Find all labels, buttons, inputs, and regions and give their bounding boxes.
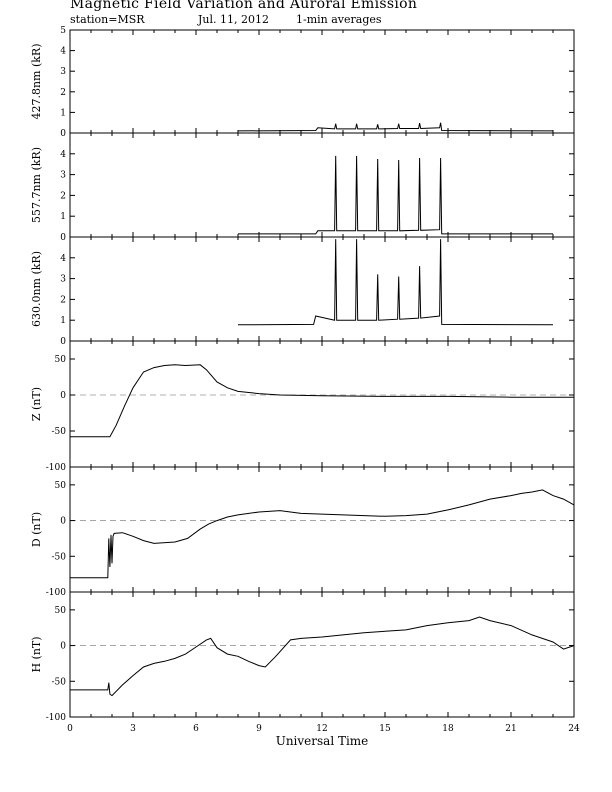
x-tick-label: 6 — [193, 724, 199, 734]
x-tick-label: 12 — [316, 724, 327, 734]
y-axis-label-1: 427.8nm (kR) — [30, 43, 43, 119]
x-tick-label: 21 — [505, 724, 516, 734]
y-axis-label-4: Z (nT) — [30, 387, 43, 421]
y-tick-label-1: 5 — [60, 26, 66, 36]
date-label: Jul. 11, 2012 — [198, 13, 269, 26]
y-tick-label-3: 0 — [60, 337, 66, 347]
series-line-3 — [237, 239, 554, 326]
y-tick-label-2: 1 — [60, 212, 66, 222]
y-tick-label-3: 3 — [60, 275, 66, 285]
x-tick-label: 3 — [130, 724, 136, 734]
y-tick-label-3: 1 — [60, 316, 66, 326]
y-tick-label-1: 3 — [60, 67, 66, 77]
y-tick-label-6: -50 — [52, 677, 67, 687]
x-tick-label: 18 — [442, 724, 454, 734]
y-tick-label-2: 2 — [60, 191, 66, 201]
panel-frame-5 — [69, 466, 575, 593]
x-tick-label: 15 — [379, 724, 391, 734]
y-tick-label-3: 4 — [60, 254, 66, 264]
y-tick-label-1: 0 — [60, 129, 66, 139]
x-axis-label: Universal Time — [276, 734, 369, 748]
y-tick-label-2: 3 — [60, 171, 66, 181]
y-tick-label-1: 4 — [60, 47, 66, 57]
y-tick-label-1: 1 — [60, 108, 66, 118]
panel-frame-6 — [69, 591, 575, 718]
y-tick-label-4: 50 — [55, 355, 67, 365]
y-tick-label-1: 2 — [60, 88, 66, 98]
x-tick-label: 9 — [256, 724, 262, 734]
y-tick-label-6: -100 — [46, 713, 66, 723]
y-tick-label-6: 50 — [55, 606, 67, 616]
chart-title: Magnetic Field Variation and Auroral Emi… — [70, 0, 418, 12]
series-line-5 — [70, 489, 575, 579]
station-label: station=MSR — [70, 13, 145, 26]
y-tick-label-6: 0 — [60, 642, 66, 652]
averaging-label: 1-min averages — [296, 13, 382, 26]
y-tick-label-3: 2 — [60, 295, 66, 305]
panel-frame-3 — [69, 236, 575, 342]
y-tick-label-5: 50 — [55, 481, 67, 491]
series-line-2 — [238, 155, 553, 235]
y-axis-label-2: 557.7nm (kR) — [30, 147, 43, 223]
x-tick-label: 0 — [67, 724, 73, 734]
y-tick-label-4: -50 — [52, 427, 67, 437]
y-tick-label-2: 0 — [60, 233, 66, 243]
y-axis-label-3: 630.0nm (kR) — [30, 251, 43, 327]
series-line-4 — [70, 364, 574, 438]
y-tick-label-4: -100 — [46, 463, 66, 473]
y-tick-label-5: -100 — [46, 588, 66, 598]
y-axis-label-6: H (nT) — [30, 636, 43, 672]
panel-frame-4 — [69, 340, 575, 468]
panel-frame-2 — [69, 132, 575, 238]
chart-subtitle: station=MSR Jul. 11, 2012 1-min averages — [70, 13, 382, 26]
y-axis-label-5: D (nT) — [30, 512, 43, 547]
y-tick-label-5: 0 — [60, 517, 66, 527]
series-line-6 — [70, 616, 575, 697]
y-tick-label-2: 4 — [60, 150, 66, 160]
y-tick-label-4: 0 — [60, 391, 66, 401]
panel-frame-1 — [69, 29, 575, 134]
x-tick-label: 24 — [568, 724, 580, 734]
series-line-1 — [237, 122, 554, 132]
y-tick-label-5: -50 — [52, 552, 67, 562]
